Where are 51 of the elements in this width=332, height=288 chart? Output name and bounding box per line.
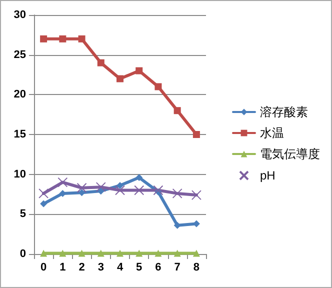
point xyxy=(116,250,124,257)
y-tick-label: 10 xyxy=(14,168,26,180)
point xyxy=(136,250,143,257)
x-tick-label: 5 xyxy=(136,262,142,274)
x-tick-label: 7 xyxy=(174,262,180,274)
point xyxy=(174,107,181,114)
y-tick-label: 25 xyxy=(14,48,26,61)
point xyxy=(96,182,106,192)
legend-label: 水温 xyxy=(260,126,284,140)
point xyxy=(40,250,48,257)
point xyxy=(115,185,125,196)
point xyxy=(116,75,124,82)
point xyxy=(136,67,143,74)
legend-label: 電気伝導度 xyxy=(260,147,320,161)
point xyxy=(172,188,182,198)
x-tick-label: 3 xyxy=(98,262,104,274)
point xyxy=(174,222,181,229)
point xyxy=(134,185,144,196)
x-tick-label: 1 xyxy=(60,262,66,274)
point xyxy=(59,35,66,42)
point xyxy=(174,250,181,257)
point xyxy=(192,250,200,257)
point xyxy=(40,35,48,42)
x-tick-label: 2 xyxy=(78,262,85,274)
y-tick-label: 5 xyxy=(20,208,26,220)
y-tick-label: 15 xyxy=(14,128,26,140)
point xyxy=(78,35,86,42)
point xyxy=(153,185,164,196)
x-tick-label: 4 xyxy=(116,262,124,274)
point xyxy=(192,131,200,138)
point xyxy=(154,83,162,90)
x-tick-label: 0 xyxy=(40,262,47,274)
point xyxy=(78,250,86,257)
point xyxy=(76,182,87,193)
legend-label: pH xyxy=(260,168,276,182)
point xyxy=(116,182,124,189)
point xyxy=(58,177,68,188)
point xyxy=(97,59,104,66)
point xyxy=(40,200,48,208)
point xyxy=(191,190,202,200)
y-tick-label: 30 xyxy=(14,9,26,21)
point xyxy=(59,250,66,257)
point xyxy=(154,250,162,257)
point xyxy=(38,188,49,198)
x-tick-label: 6 xyxy=(155,262,162,274)
point xyxy=(136,174,143,182)
y-tick-label: 20 xyxy=(14,88,26,101)
point xyxy=(97,250,104,257)
x-tick-label: 8 xyxy=(193,262,200,274)
y-tick-label: 0 xyxy=(20,248,26,260)
legend-label: 溶存酸素 xyxy=(260,105,308,119)
